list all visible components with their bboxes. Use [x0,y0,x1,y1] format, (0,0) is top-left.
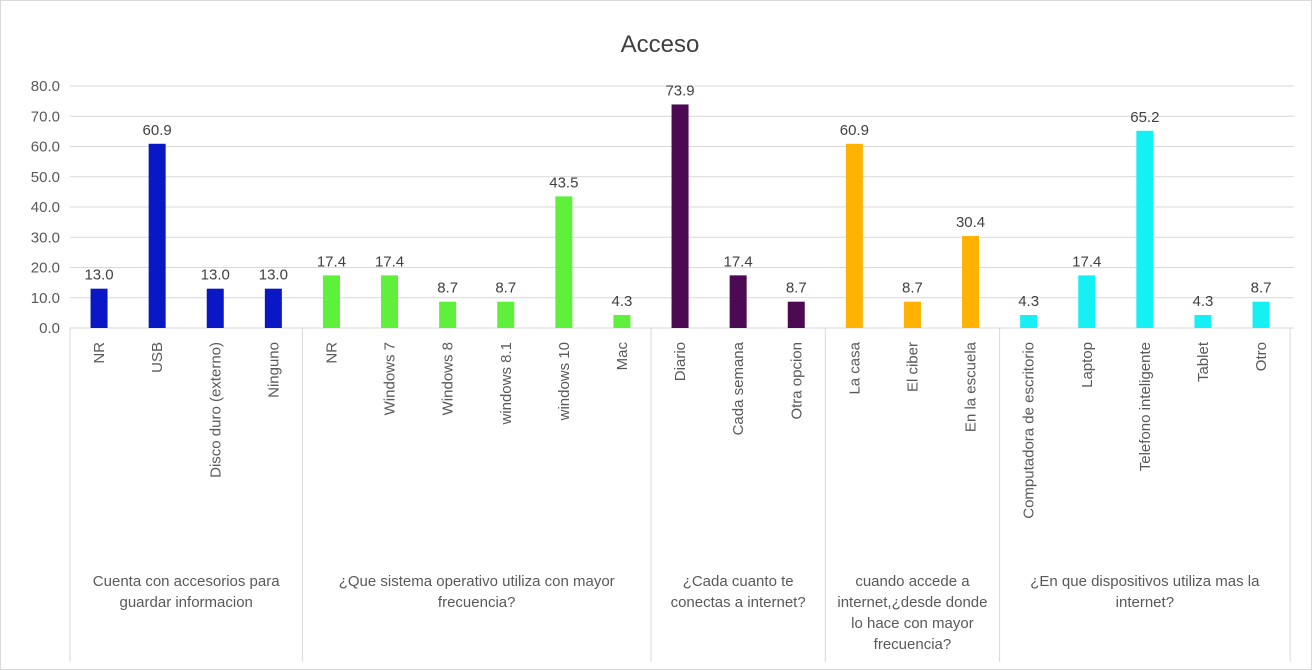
category-label: Ninguno [265,342,282,398]
y-tick-label: 60.0 [31,139,60,156]
bar [381,275,399,328]
category-label: En la escuela [963,341,980,432]
bar [1136,130,1154,328]
group-label-line: guardar informacion [119,594,252,611]
bar [845,143,863,328]
group-label-line: cuando accede a [855,573,970,590]
data-label: 8.7 [1251,280,1272,297]
category-label: windows 8.1 [498,342,515,426]
data-label: 17.4 [375,253,404,270]
bar [497,301,515,328]
y-tick-label: 40.0 [31,199,60,216]
data-label: 43.5 [549,174,578,191]
category-label: Windows 7 [382,342,399,415]
category-label: USB [149,342,166,373]
data-label: 4.3 [1018,293,1039,310]
category-label: Windows 8 [440,342,457,415]
data-label: 8.7 [786,280,807,297]
category-label: NR [91,342,108,364]
data-label: 8.7 [437,280,458,297]
category-label: NR [323,342,340,364]
bar [1194,314,1212,328]
data-label: 8.7 [902,280,923,297]
category-labels: NR USB Disco duro (externo) Ninguno NR Window… [91,341,1270,519]
bar [148,143,166,328]
category-label: Otra opcion [788,342,805,420]
group-label-line: Cuenta con accesorios para [93,573,280,590]
y-tick-label: 50.0 [31,169,60,186]
data-label: 13.0 [259,267,288,284]
bar [613,314,631,328]
data-label: 4.3 [612,293,633,310]
data-labels: 13.0 60.9 13.0 13.0 17.4 17.4 8.7 8.7 43.5 4.3 73.… [84,82,1271,310]
data-label: 73.9 [665,82,694,99]
bar [264,288,282,328]
y-tick-label: 10.0 [31,290,60,307]
category-label: Cada semana [730,341,747,435]
data-label: 60.9 [840,122,869,139]
bar [729,275,747,328]
data-label: 17.4 [317,253,346,270]
bar [671,104,689,328]
bar [962,236,980,328]
group-label: cuando accede a internet,¿desde donde lo h… [837,573,987,653]
y-tick-label: 0.0 [39,320,60,337]
data-label: 17.4 [1072,253,1101,270]
data-label: 60.9 [143,122,172,139]
bar [903,301,921,328]
bar [322,275,340,328]
group-label-line: conectas a internet? [671,594,806,611]
data-label: 13.0 [201,267,230,284]
y-axis-tick-labels: 0.0 10.0 20.0 30.0 40.0 50.0 60.0 70.0 80.0 [31,78,60,337]
group-label-line: ¿Cada cuanto te [683,573,794,590]
y-tick-label: 20.0 [31,260,60,277]
group-label-line: ¿Que sistema operativo utiliza con mayor [339,573,615,590]
group-label-line: internet? [1116,594,1174,611]
bar [90,288,108,328]
group-label-line: frecuencia? [438,594,516,611]
data-label: 13.0 [84,267,113,284]
bar [1252,301,1270,328]
y-tick-label: 70.0 [31,108,60,125]
bar [439,301,457,328]
bar [1078,275,1096,328]
category-label: El ciber [904,342,921,392]
group-label: ¿En que dispositivos utiliza mas la inter… [1030,573,1260,611]
group-labels: Cuenta con accesorios para guardar inform… [93,573,1260,653]
category-label: windows 10 [556,342,573,421]
category-label: Disco duro (externo) [207,342,224,478]
category-label: La casa [846,341,863,394]
chart-title: Acceso [621,31,700,58]
bar [1020,314,1038,328]
data-label: 65.2 [1130,109,1159,126]
data-label: 4.3 [1193,293,1214,310]
group-label: Cuenta con accesorios para guardar inform… [93,573,280,611]
bar [206,288,224,328]
group-label-line: ¿En que dispositivos utiliza mas la [1030,573,1260,590]
group-label: ¿Que sistema operativo utiliza con mayor… [339,573,615,611]
group-label-line: frecuencia? [874,636,952,653]
category-label: Computadora de escritorio [1021,342,1038,519]
group-label: ¿Cada cuanto te conectas a internet? [671,573,806,611]
group-label-line: internet,¿desde donde [837,594,987,611]
group-label-line: lo hace con mayor [851,615,974,632]
category-label: Telefono inteligente [1137,342,1154,471]
bars [90,104,1270,328]
data-label: 8.7 [495,280,516,297]
bar [787,301,805,328]
category-label: Otro [1253,342,1270,371]
y-tick-label: 30.0 [31,229,60,246]
bar [555,196,573,328]
category-label: Laptop [1079,342,1096,388]
category-label: Diario [672,342,689,381]
data-label: 17.4 [724,253,753,270]
data-label: 30.4 [956,214,985,231]
category-label: Tablet [1195,341,1212,382]
y-tick-label: 80.0 [31,78,60,95]
category-label: Mac [614,342,631,371]
